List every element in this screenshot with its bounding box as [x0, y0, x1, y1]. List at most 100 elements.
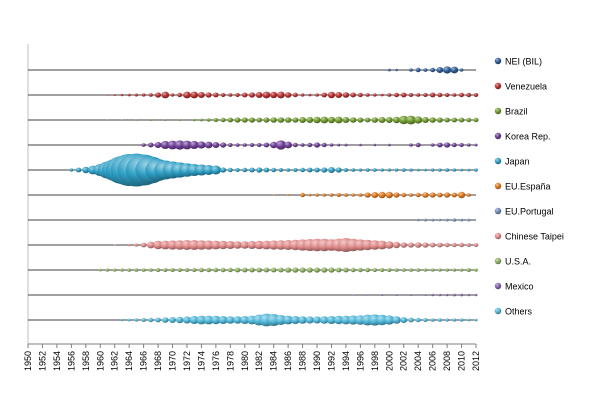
bubble-point — [393, 192, 400, 198]
bubble-point — [69, 168, 74, 172]
x-tick-label: 1950 — [23, 351, 33, 371]
legend-marker — [494, 82, 502, 90]
x-tick-label: 1956 — [66, 351, 76, 371]
x-tick-label: 1962 — [110, 351, 120, 371]
bubble-point — [343, 267, 349, 273]
legend-marker — [494, 282, 502, 290]
bubble-point — [352, 294, 355, 296]
bubble-point — [210, 240, 221, 250]
bubble-point — [364, 117, 371, 123]
bubble-point — [451, 117, 458, 123]
bubble-point — [203, 240, 214, 250]
bubble-point — [203, 315, 214, 325]
bubble-point — [162, 317, 169, 323]
bubble-point — [211, 315, 221, 325]
bubble-point — [416, 218, 420, 222]
x-tick-label: 2002 — [399, 351, 409, 371]
bubble-point — [290, 316, 300, 324]
bubble-point — [329, 193, 334, 197]
x-tick-label: 2004 — [413, 351, 423, 371]
bubble-point — [459, 68, 464, 72]
bubble-point — [336, 193, 342, 197]
x-tick-label: 1972 — [182, 351, 192, 371]
legend-label: Mexico — [505, 282, 534, 292]
bubble-point — [328, 267, 335, 273]
bubble-point — [350, 267, 356, 273]
bubble-point — [284, 141, 293, 149]
bubble-point — [466, 143, 471, 147]
bubble-point — [286, 194, 290, 196]
bubble-point — [162, 268, 168, 272]
bubble-point — [300, 143, 305, 147]
x-tick-label: 1970 — [168, 351, 178, 371]
bubble-point — [438, 218, 442, 222]
bubble-point — [430, 168, 435, 172]
bubble-point — [199, 118, 204, 122]
bubble-point — [197, 92, 205, 98]
legend-label: EU.España — [505, 182, 551, 192]
series-rows — [28, 66, 479, 327]
bubble-point — [343, 193, 349, 197]
bubble-point — [155, 92, 162, 98]
bubble-point — [204, 141, 213, 149]
bubble-point — [369, 240, 381, 250]
bubble-point — [155, 317, 161, 323]
bubble-point — [473, 243, 479, 247]
bubble-point — [256, 143, 262, 147]
bubble-point — [247, 241, 257, 249]
bubble-point — [170, 268, 175, 272]
bubble-point — [272, 194, 275, 196]
series-row-5 — [28, 191, 476, 199]
bubble-point — [459, 242, 465, 248]
bubble-point — [371, 117, 379, 123]
bubble-point — [444, 192, 451, 198]
bubble-point — [385, 191, 393, 199]
bubble-point — [319, 316, 329, 324]
bubble-point — [321, 167, 328, 173]
bubble-point — [466, 243, 472, 247]
bubble-point — [415, 142, 421, 148]
bubble-point — [240, 241, 250, 249]
bubble-point — [444, 117, 450, 123]
bubble-point — [184, 268, 190, 272]
bubble-point — [234, 267, 241, 273]
x-tick-label: 1988 — [298, 351, 308, 371]
bubble-point — [437, 192, 443, 198]
bubble-point — [438, 268, 442, 272]
bubble-point — [315, 93, 319, 97]
bubble-point — [141, 93, 146, 97]
bubble-point — [423, 168, 428, 172]
bubble-point — [220, 93, 226, 97]
bubble-point — [380, 168, 384, 172]
bubble-point — [395, 294, 398, 296]
bubble-point — [233, 316, 242, 324]
bubble-point — [164, 119, 167, 121]
bubble-point — [140, 242, 147, 248]
bubble-point — [452, 168, 457, 172]
bubble-point — [385, 117, 393, 123]
bubble-point — [177, 92, 183, 98]
x-tick-label: 1998 — [370, 351, 380, 371]
bubble-point — [459, 318, 464, 322]
bubble-point — [189, 316, 199, 324]
bubble-point — [436, 117, 443, 123]
bubble-point — [242, 167, 248, 173]
bubble-point — [430, 268, 435, 272]
bubble-point — [349, 117, 357, 123]
legend-marker — [494, 257, 502, 265]
bubble-point — [284, 117, 292, 123]
bubble-point — [178, 119, 181, 121]
bubble-point — [451, 242, 457, 248]
bubble-point — [263, 267, 270, 273]
bubble-point — [292, 142, 298, 148]
bubble-point — [401, 192, 407, 198]
bubble-point — [308, 193, 312, 197]
bubble-point — [466, 92, 472, 98]
bubble-point — [416, 93, 421, 97]
bubble-point — [234, 117, 241, 123]
bubble-point — [430, 318, 435, 322]
bubble-point — [306, 267, 313, 273]
bubble-point — [340, 315, 351, 325]
bubble-point — [400, 92, 407, 98]
bubble-point — [452, 268, 457, 272]
